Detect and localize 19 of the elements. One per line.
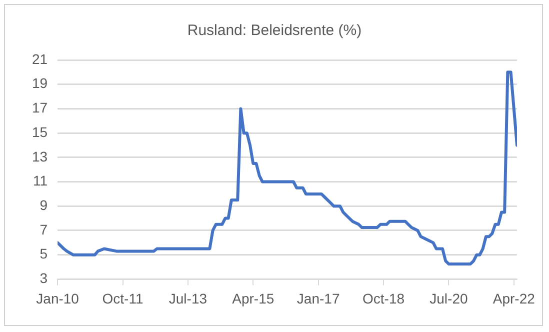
- x-tick-label: Oct-11: [102, 290, 144, 306]
- y-tick-label: 5: [40, 246, 48, 262]
- x-tick-label: Jul-13: [168, 290, 208, 306]
- y-tick-label: 3: [40, 270, 48, 286]
- x-tick-label: Oct-18: [362, 290, 405, 306]
- y-tick-label: 17: [32, 100, 48, 116]
- x-tick-label: Apr-22: [492, 290, 536, 306]
- y-tick-label: 19: [32, 75, 48, 92]
- y-tick-label: 7: [40, 221, 48, 238]
- x-tick-label: Apr-15: [232, 290, 274, 306]
- x-tick-label: Jul-20: [430, 290, 468, 306]
- y-tick-label: 13: [32, 148, 48, 164]
- y-tick-label: 21: [32, 50, 48, 67]
- chart-title: Rusland: Beleidsrente (%): [186, 22, 363, 39]
- y-tick-label: 9: [40, 196, 48, 213]
- x-tick-label: Jan-17: [296, 290, 340, 306]
- y-tick-label: 11: [33, 172, 48, 189]
- x-tick-label: Jan-10: [36, 290, 80, 306]
- y-tick-label: 15: [32, 124, 48, 140]
